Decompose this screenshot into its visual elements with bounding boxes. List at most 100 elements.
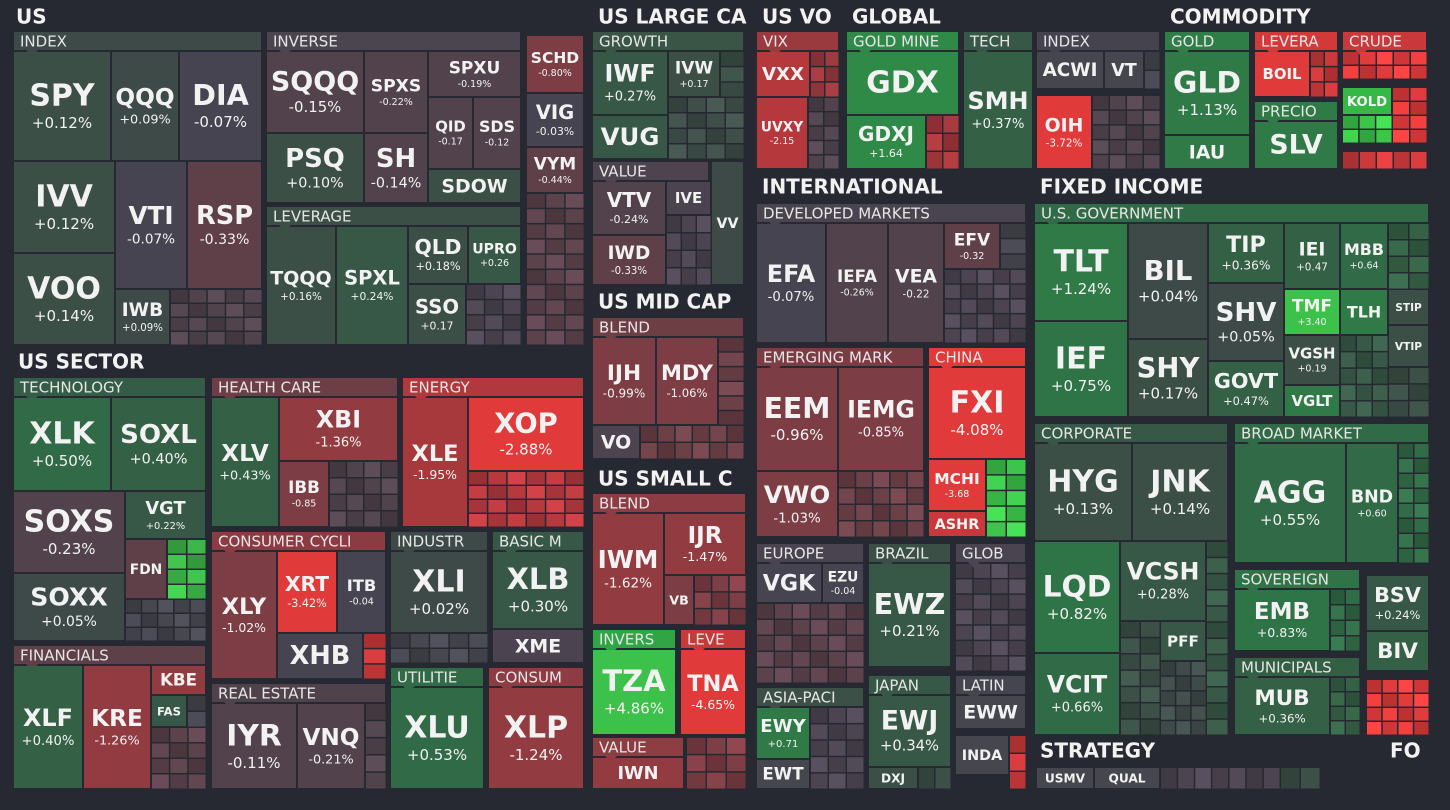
filler-cell	[839, 505, 855, 520]
change-label: -0.07%	[127, 232, 175, 248]
ticker: VIG	[536, 101, 575, 124]
tile	[403, 398, 467, 526]
filler-cell	[527, 285, 545, 299]
filler-cell	[1127, 155, 1143, 169]
ticker: SSO	[415, 296, 459, 319]
filler-cell	[956, 656, 973, 671]
section-label: SOVEREIGN	[1241, 571, 1329, 589]
tile	[593, 116, 667, 158]
section-label: GROWTH	[599, 33, 668, 51]
filler-cell	[1377, 66, 1393, 79]
tile	[869, 696, 950, 766]
filler-cell	[729, 576, 746, 592]
filler-cell	[126, 614, 141, 627]
filler-cell	[1009, 656, 1026, 671]
tile	[1389, 326, 1428, 366]
filler-cell	[1399, 534, 1413, 548]
tile	[429, 170, 520, 202]
filler-cell	[961, 314, 977, 328]
tile	[14, 398, 110, 490]
filler-cell	[226, 290, 244, 303]
filler-cell	[829, 773, 846, 789]
filler-cell	[682, 233, 696, 250]
tile	[657, 338, 717, 424]
filler-cell	[1176, 676, 1191, 691]
filler-cell	[956, 625, 973, 640]
filler-cell	[1331, 721, 1345, 735]
filler-cell	[1093, 96, 1109, 110]
filler-cell	[1414, 549, 1429, 563]
section-header	[956, 676, 1025, 694]
filler-cell	[847, 604, 864, 619]
filler-cell	[1410, 102, 1427, 115]
ticker: IWF	[604, 60, 655, 88]
change-label: -0.04	[831, 586, 856, 597]
filler-cell	[1161, 706, 1175, 720]
filler-cell	[469, 514, 487, 527]
section-label: REAL ESTATE	[218, 685, 316, 703]
ticker: EFA	[767, 260, 816, 288]
filler-cell	[991, 579, 1008, 594]
filler-cell	[1141, 687, 1160, 702]
filler-cell	[170, 743, 188, 758]
filler-cell	[1382, 694, 1397, 707]
tile	[527, 148, 583, 192]
ticker: EWZ	[874, 587, 946, 621]
ticker: FXI	[950, 386, 1005, 421]
tile	[757, 472, 837, 536]
filler-cell	[207, 290, 225, 303]
filler-cell	[809, 155, 823, 169]
filler-cell	[1207, 655, 1228, 670]
filler-cell	[1191, 706, 1206, 720]
section-label: BROAD MARKET	[1241, 425, 1363, 443]
filler-cell	[693, 426, 709, 442]
ticker: SPXL	[344, 267, 400, 290]
filler-cell	[1325, 67, 1338, 82]
tile	[1285, 290, 1339, 334]
filler-cell	[1414, 722, 1429, 735]
tile	[1209, 284, 1283, 360]
ticker: PSQ	[285, 144, 345, 174]
filler-cell	[847, 708, 864, 723]
tile	[84, 666, 150, 788]
filler-cell	[1410, 116, 1427, 129]
change-label: +0.83%	[1257, 625, 1308, 640]
tile	[593, 514, 663, 624]
filler-cell	[757, 604, 774, 619]
filler-cell	[449, 634, 468, 648]
change-label: +0.30%	[508, 597, 568, 615]
filler-cell	[1161, 691, 1175, 705]
filler-cell	[366, 704, 386, 720]
filler-cell	[527, 239, 545, 254]
tile	[1129, 340, 1207, 416]
filler-cell	[811, 740, 828, 756]
tile	[338, 552, 385, 632]
ticker: ITB	[347, 576, 377, 595]
filler-cell	[1007, 460, 1026, 475]
tile	[527, 36, 583, 92]
filler-cell	[667, 268, 681, 285]
filler-cell	[381, 495, 398, 510]
filler-cell	[364, 495, 381, 510]
filler-cell	[1357, 352, 1372, 368]
filler-cell	[991, 594, 1008, 609]
filler-cell	[793, 652, 810, 667]
section-header	[964, 32, 1032, 50]
ticker: IEI	[1299, 239, 1326, 260]
filler-cell	[347, 462, 363, 477]
ticker: XLI	[412, 565, 465, 600]
filler-cell	[829, 757, 846, 773]
filler-cell	[719, 382, 744, 396]
change-label: +0.14%	[1150, 500, 1210, 518]
filler-cell	[168, 540, 186, 554]
change-label: -0.07%	[194, 113, 247, 131]
tile	[409, 285, 465, 344]
section-header	[1255, 32, 1337, 50]
filler-cell	[1367, 722, 1382, 735]
filler-cell	[824, 112, 839, 126]
tile	[391, 552, 487, 632]
filler-cell	[987, 460, 1006, 475]
ticker: SMH	[968, 87, 1029, 115]
filler-cell	[366, 755, 386, 772]
filler-cell	[467, 315, 484, 330]
